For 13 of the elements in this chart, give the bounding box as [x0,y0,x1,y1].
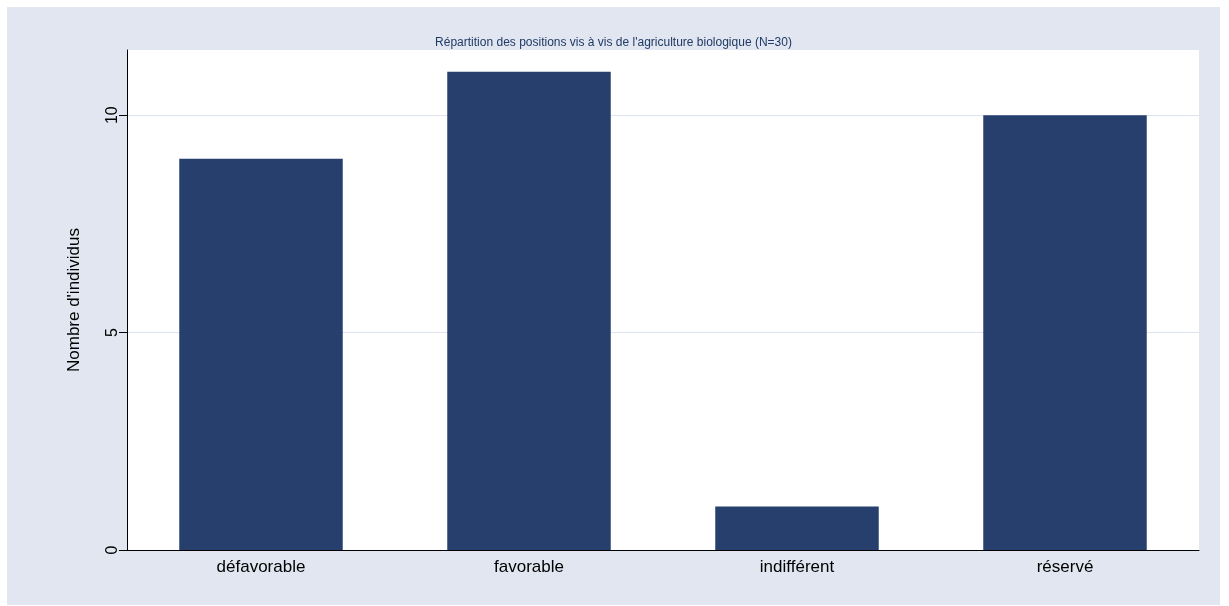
chart-title: Répartition des positions vis à vis de l'agriculture biologique (N=30) [435,35,792,49]
bar [447,71,611,550]
y-tick-label: 5 [102,328,120,338]
y-tick-label: 0 [102,545,120,555]
bar [983,115,1147,550]
x-tick-label: favorable [494,557,564,576]
y-axis-title: Nombre d'individus [64,227,83,373]
x-tick-label: réservé [1036,557,1094,576]
x-tick-label: défavorable [216,557,306,576]
bar [179,158,343,550]
bar [715,506,879,550]
x-tick-label: indifférent [759,557,835,576]
y-tick-label: 10 [102,106,120,125]
